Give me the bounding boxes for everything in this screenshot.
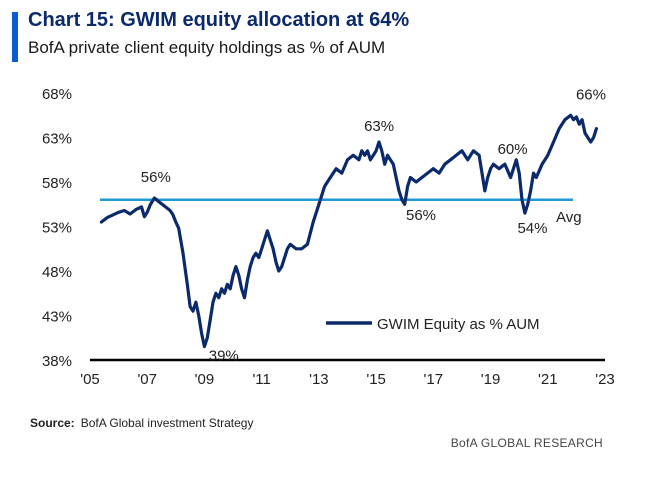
x-tick-label: '19: [481, 371, 501, 388]
gwim-equity-chart: 38% 43% 48% 53% 58% 63% 68% '05 '07 '09 '11 '13 '15…: [42, 86, 615, 388]
x-axis-ticks: '05 '07 '09 '11 '13 '15 '17 '19 '21 '23: [80, 371, 615, 388]
chart-subtitle: BofA private client equity holdings as %…: [28, 38, 386, 57]
x-tick-label: '09: [195, 371, 215, 388]
x-tick-label: '23: [595, 371, 615, 388]
x-tick-label: '17: [424, 371, 444, 388]
y-tick-label: 58%: [42, 175, 72, 192]
x-tick-label: '05: [80, 371, 100, 388]
annotation-label: 39%: [209, 348, 239, 365]
series-line-gwim-equity: [99, 113, 598, 349]
annotation-label: 63%: [364, 118, 394, 135]
y-tick-label: 68%: [42, 86, 72, 103]
legend-label: GWIM Equity as % AUM: [377, 316, 540, 333]
x-tick-label: '13: [309, 371, 329, 388]
x-tick-label: '11: [252, 371, 270, 388]
title-accent-bar: [12, 12, 18, 62]
y-tick-label: 38%: [42, 353, 72, 370]
x-tick-label: '21: [538, 371, 558, 388]
chart-title: Chart 15: GWIM equity allocation at 64%: [28, 9, 410, 31]
y-tick-label: 48%: [42, 264, 72, 281]
y-tick-label: 43%: [42, 309, 72, 326]
annotation-label: 60%: [498, 141, 528, 158]
annotation-label: 66%: [576, 86, 606, 103]
average-label: Avg: [556, 209, 582, 226]
y-tick-label: 53%: [42, 220, 72, 237]
annotation-label: 56%: [406, 207, 436, 224]
data-annotations: 56% 39% 63% 56% 60% 54% 66%: [141, 86, 606, 364]
source-text: BofA Global investment Strategy: [80, 416, 254, 430]
annotation-label: 56%: [141, 169, 171, 186]
brand-label: BofA GLOBAL RESEARCH: [450, 436, 603, 450]
x-tick-label: '07: [137, 371, 157, 388]
source-label: Source:: [30, 416, 75, 430]
y-tick-label: 63%: [42, 131, 72, 148]
y-axis-ticks: 38% 43% 48% 53% 58% 63% 68%: [42, 86, 72, 370]
annotation-label: 54%: [517, 220, 547, 237]
x-tick-label: '15: [366, 371, 386, 388]
legend: GWIM Equity as % AUM: [326, 316, 540, 333]
source-note: Source: BofA Global investment Strategy: [30, 416, 253, 430]
